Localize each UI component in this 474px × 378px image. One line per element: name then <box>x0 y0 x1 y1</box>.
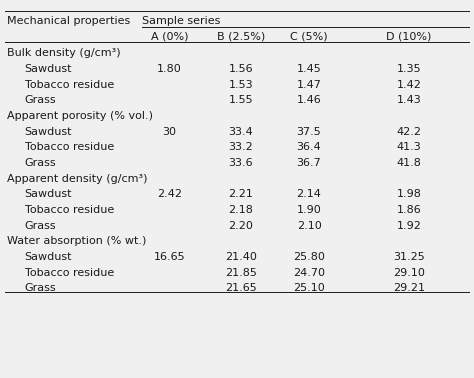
Text: 16.65: 16.65 <box>154 252 185 262</box>
Text: 25.80: 25.80 <box>293 252 325 262</box>
Text: 2.42: 2.42 <box>157 189 182 199</box>
Text: 1.90: 1.90 <box>297 205 321 215</box>
Text: 2.20: 2.20 <box>228 221 253 231</box>
Text: 2.18: 2.18 <box>228 205 253 215</box>
Text: 30: 30 <box>163 127 177 137</box>
Text: Sawdust: Sawdust <box>25 189 72 199</box>
Text: 33.2: 33.2 <box>228 143 253 152</box>
Text: 1.98: 1.98 <box>396 189 421 199</box>
Text: 1.43: 1.43 <box>396 95 421 105</box>
Text: 36.7: 36.7 <box>297 158 321 168</box>
Text: 33.4: 33.4 <box>228 127 253 137</box>
Text: 41.8: 41.8 <box>396 158 421 168</box>
Text: 29.21: 29.21 <box>393 283 425 293</box>
Text: C (5%): C (5%) <box>290 32 328 42</box>
Text: Grass: Grass <box>25 283 56 293</box>
Text: 1.56: 1.56 <box>228 64 253 74</box>
Text: 29.10: 29.10 <box>393 268 425 277</box>
Text: Tobacco residue: Tobacco residue <box>25 268 114 277</box>
Text: D (10%): D (10%) <box>386 32 431 42</box>
Text: 1.80: 1.80 <box>157 64 182 74</box>
Text: 31.25: 31.25 <box>393 252 425 262</box>
Text: Sawdust: Sawdust <box>25 64 72 74</box>
Text: 1.53: 1.53 <box>228 80 253 90</box>
Text: 2.14: 2.14 <box>297 189 321 199</box>
Text: 2.21: 2.21 <box>228 189 253 199</box>
Text: 25.10: 25.10 <box>293 283 325 293</box>
Text: Grass: Grass <box>25 158 56 168</box>
Text: Mechanical properties: Mechanical properties <box>7 16 130 26</box>
Text: 1.86: 1.86 <box>396 205 421 215</box>
Text: Apparent porosity (% vol.): Apparent porosity (% vol.) <box>7 111 153 121</box>
Text: A (0%): A (0%) <box>151 32 188 42</box>
Text: Sample series: Sample series <box>142 16 220 26</box>
Text: Grass: Grass <box>25 95 56 105</box>
Text: 36.4: 36.4 <box>297 143 321 152</box>
Text: 1.45: 1.45 <box>297 64 321 74</box>
Text: 37.5: 37.5 <box>297 127 321 137</box>
Text: Tobacco residue: Tobacco residue <box>25 143 114 152</box>
Text: Sawdust: Sawdust <box>25 127 72 137</box>
Text: Tobacco residue: Tobacco residue <box>25 80 114 90</box>
Text: 2.10: 2.10 <box>297 221 321 231</box>
Text: 24.70: 24.70 <box>293 268 325 277</box>
Text: 33.6: 33.6 <box>228 158 253 168</box>
Text: 1.35: 1.35 <box>397 64 421 74</box>
Text: Apparent density (g/cm³): Apparent density (g/cm³) <box>7 174 147 184</box>
Text: 41.3: 41.3 <box>396 143 421 152</box>
Text: B (2.5%): B (2.5%) <box>217 32 265 42</box>
Text: 1.46: 1.46 <box>297 95 321 105</box>
Text: 42.2: 42.2 <box>396 127 421 137</box>
Text: 21.65: 21.65 <box>225 283 256 293</box>
Text: 21.85: 21.85 <box>225 268 256 277</box>
Text: Sawdust: Sawdust <box>25 252 72 262</box>
Text: Tobacco residue: Tobacco residue <box>25 205 114 215</box>
Text: 1.47: 1.47 <box>297 80 321 90</box>
Text: Grass: Grass <box>25 221 56 231</box>
Text: 1.92: 1.92 <box>396 221 421 231</box>
Text: Water absorption (% wt.): Water absorption (% wt.) <box>7 236 146 246</box>
Text: Bulk density (g/cm³): Bulk density (g/cm³) <box>7 48 121 59</box>
Text: 1.42: 1.42 <box>396 80 421 90</box>
Text: 21.40: 21.40 <box>225 252 256 262</box>
Text: 1.55: 1.55 <box>228 95 253 105</box>
